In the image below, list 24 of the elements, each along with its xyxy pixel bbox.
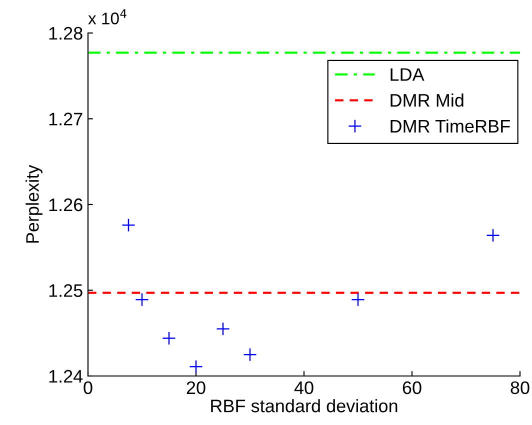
y-tick-label: 1.24 — [49, 370, 83, 383]
x-tick-label: 80 — [510, 381, 530, 394]
point — [162, 331, 176, 346]
y-tick-label: 1.28 — [49, 26, 82, 40]
point — [135, 292, 149, 307]
y-axis-title: Perplexity — [26, 164, 42, 243]
point — [243, 348, 257, 362]
y-tick-label: 1.26 — [49, 198, 82, 212]
x-tick-label: 20 — [186, 381, 206, 394]
point — [216, 322, 230, 336]
point — [122, 218, 136, 232]
legend-label: DMR Mid — [390, 94, 464, 107]
point — [351, 292, 365, 307]
text: x 10$^{4}$ — [88, 9, 126, 24]
y-tick-label: 1.25 — [49, 284, 82, 297]
x-tick-label: 40 — [294, 381, 314, 394]
point — [486, 228, 500, 242]
legend-label: DMR TimeRBF — [390, 119, 510, 133]
y-tick-label: 1.27 — [49, 112, 82, 126]
x-tick-label: 60 — [402, 381, 422, 394]
point — [189, 360, 203, 374]
x-axis-title: RBF standard deviation — [211, 399, 398, 412]
x-tick-label: 0 — [84, 381, 92, 394]
legend-label: LDA — [390, 68, 424, 81]
